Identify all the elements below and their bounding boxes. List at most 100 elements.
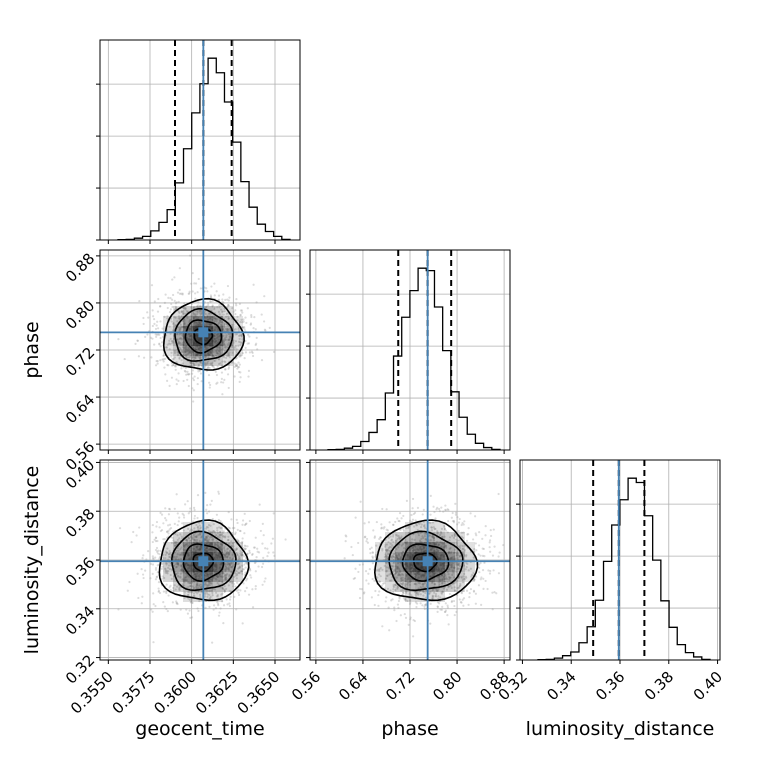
sample-point: [194, 297, 197, 300]
sample-point: [187, 581, 191, 584]
sample-point: [193, 355, 196, 359]
sample-point: [173, 507, 176, 510]
sample-point: [181, 293, 184, 296]
sample-point: [176, 351, 179, 354]
sample-point: [180, 565, 183, 568]
sample-point: [220, 543, 223, 546]
sample-point: [435, 588, 438, 592]
sample-point: [240, 341, 243, 344]
sample-point: [177, 520, 180, 523]
sample-point: [137, 596, 140, 600]
sample-point: [453, 566, 456, 569]
sample-point: [164, 507, 167, 510]
sample-point: [398, 538, 402, 541]
density-cell: [445, 542, 455, 552]
sample-point: [470, 573, 473, 576]
sample-point: [436, 532, 439, 535]
density-cell: [385, 532, 395, 542]
sample-point: [392, 523, 395, 527]
sample-point: [187, 346, 190, 349]
sample-point: [225, 587, 228, 590]
sample-point: [224, 567, 227, 571]
sample-point: [214, 607, 218, 610]
sample-point: [220, 304, 223, 307]
sample-point: [423, 525, 426, 528]
sample-point: [216, 318, 219, 321]
sample-point: [396, 558, 400, 561]
sample-point: [424, 538, 427, 541]
sample-point: [401, 551, 405, 554]
sample-point: [215, 382, 218, 385]
sample-point: [225, 563, 228, 566]
sample-point: [218, 346, 221, 349]
sample-point: [146, 311, 149, 314]
sample-point: [461, 551, 464, 554]
sample-point: [189, 528, 193, 531]
sample-point: [272, 350, 276, 354]
sample-point: [141, 573, 145, 576]
sample-point: [472, 589, 476, 592]
sample-point: [429, 622, 432, 625]
sample-point: [463, 550, 466, 553]
sample-point: [253, 561, 256, 565]
sample-point: [171, 278, 174, 281]
sample-point: [246, 552, 249, 555]
sample-point: [191, 601, 194, 604]
sample-point: [197, 533, 200, 537]
sample-point: [401, 576, 404, 579]
sample-point: [246, 342, 249, 345]
sample-point: [160, 577, 164, 580]
sample-point: [177, 372, 180, 375]
density-cell: [435, 552, 445, 562]
sample-point: [191, 537, 194, 541]
sample-point: [228, 563, 231, 566]
sample-point: [158, 526, 161, 529]
sample-point: [463, 578, 467, 581]
sample-point: [385, 508, 388, 511]
sample-point: [189, 350, 192, 353]
sample-point: [253, 546, 256, 549]
sample-point: [218, 306, 221, 309]
density-cell: [183, 522, 193, 532]
sample-point: [405, 527, 408, 530]
sample-point: [185, 576, 188, 579]
sample-point: [413, 590, 417, 593]
sample-point: [168, 567, 172, 571]
sample-point: [168, 556, 171, 559]
sample-point: [194, 356, 197, 360]
sample-point: [444, 580, 447, 584]
density-panel-phase-luminosity-distance: [306, 459, 511, 664]
sample-point: [495, 592, 498, 595]
sample-point: [242, 568, 246, 571]
sample-point: [235, 364, 238, 368]
sample-point: [247, 593, 251, 596]
marginal-panel-phase: [306, 249, 511, 454]
sample-point: [226, 373, 230, 376]
sample-point: [451, 519, 455, 523]
contours: [162, 297, 245, 371]
sample-point: [159, 305, 162, 308]
sample-point: [168, 552, 171, 556]
density-cell: [223, 542, 233, 552]
sample-point: [422, 590, 425, 593]
sample-point: [403, 540, 407, 544]
sample-point: [161, 575, 164, 578]
sample-point: [191, 356, 194, 359]
sample-point: [213, 548, 216, 551]
density-cell: [425, 532, 435, 542]
sample-point: [453, 604, 456, 608]
sample-point: [175, 378, 178, 381]
density-cell: [415, 582, 425, 592]
sample-point: [403, 577, 407, 580]
sample-point: [117, 338, 120, 341]
sample-point: [448, 575, 451, 579]
y-axis-label-luminosity-distance: luminosity_distance: [21, 466, 43, 655]
sample-point: [173, 276, 176, 279]
sample-point: [183, 319, 186, 322]
sample-point: [214, 549, 218, 552]
sample-point: [160, 567, 163, 570]
sample-point: [209, 581, 212, 585]
sample-point: [237, 326, 240, 330]
sample-point: [226, 284, 230, 288]
sample-point: [231, 580, 234, 584]
